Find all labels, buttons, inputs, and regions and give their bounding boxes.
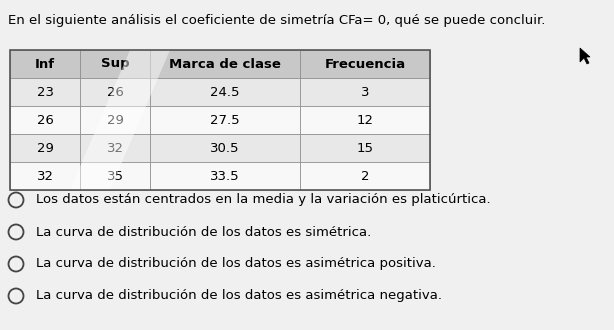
Text: 24.5: 24.5 <box>210 85 239 98</box>
Bar <box>80 50 150 78</box>
Text: 15: 15 <box>357 142 373 154</box>
Text: La curva de distribución de los datos es simétrica.: La curva de distribución de los datos es… <box>36 225 371 239</box>
Bar <box>10 106 80 134</box>
Circle shape <box>9 288 23 304</box>
Bar <box>80 134 150 162</box>
Text: Los datos están centrados en la media y la variación es platicúrtica.: Los datos están centrados en la media y … <box>36 193 491 207</box>
Text: En el siguiente análisis el coeficiente de simetría CFa= 0, qué se puede conclui: En el siguiente análisis el coeficiente … <box>8 14 545 27</box>
Text: 3: 3 <box>361 85 369 98</box>
Bar <box>10 78 80 106</box>
Text: 27.5: 27.5 <box>210 114 240 126</box>
Text: 35: 35 <box>106 170 123 182</box>
Bar <box>150 50 300 78</box>
Bar <box>10 134 80 162</box>
Bar <box>300 134 430 162</box>
Text: 29: 29 <box>107 114 123 126</box>
Bar <box>300 162 430 190</box>
Bar <box>10 50 430 190</box>
Text: 26: 26 <box>37 114 53 126</box>
Circle shape <box>9 224 23 240</box>
Polygon shape <box>580 48 590 64</box>
Circle shape <box>9 192 23 208</box>
Bar <box>150 78 300 106</box>
Bar <box>80 162 150 190</box>
Polygon shape <box>70 50 170 190</box>
Text: 2: 2 <box>361 170 369 182</box>
Text: 33.5: 33.5 <box>210 170 240 182</box>
Circle shape <box>9 256 23 272</box>
Text: 12: 12 <box>357 114 373 126</box>
Text: Marca de clase: Marca de clase <box>169 57 281 71</box>
Bar <box>150 106 300 134</box>
Text: La curva de distribución de los datos es asimétrica positiva.: La curva de distribución de los datos es… <box>36 257 436 271</box>
Bar <box>10 50 80 78</box>
Bar <box>300 50 430 78</box>
Text: Inf: Inf <box>35 57 55 71</box>
Bar <box>150 162 300 190</box>
Bar <box>300 106 430 134</box>
Text: Frecuencia: Frecuencia <box>324 57 406 71</box>
Text: 32: 32 <box>106 142 123 154</box>
Text: Sup: Sup <box>101 57 130 71</box>
Text: 32: 32 <box>36 170 53 182</box>
Text: La curva de distribución de los datos es asimétrica negativa.: La curva de distribución de los datos es… <box>36 289 442 303</box>
Text: 26: 26 <box>107 85 123 98</box>
Text: 23: 23 <box>36 85 53 98</box>
Bar <box>10 162 80 190</box>
Text: 29: 29 <box>37 142 53 154</box>
Bar <box>150 134 300 162</box>
Bar <box>80 78 150 106</box>
Text: 30.5: 30.5 <box>210 142 239 154</box>
Bar <box>300 78 430 106</box>
Bar <box>80 106 150 134</box>
